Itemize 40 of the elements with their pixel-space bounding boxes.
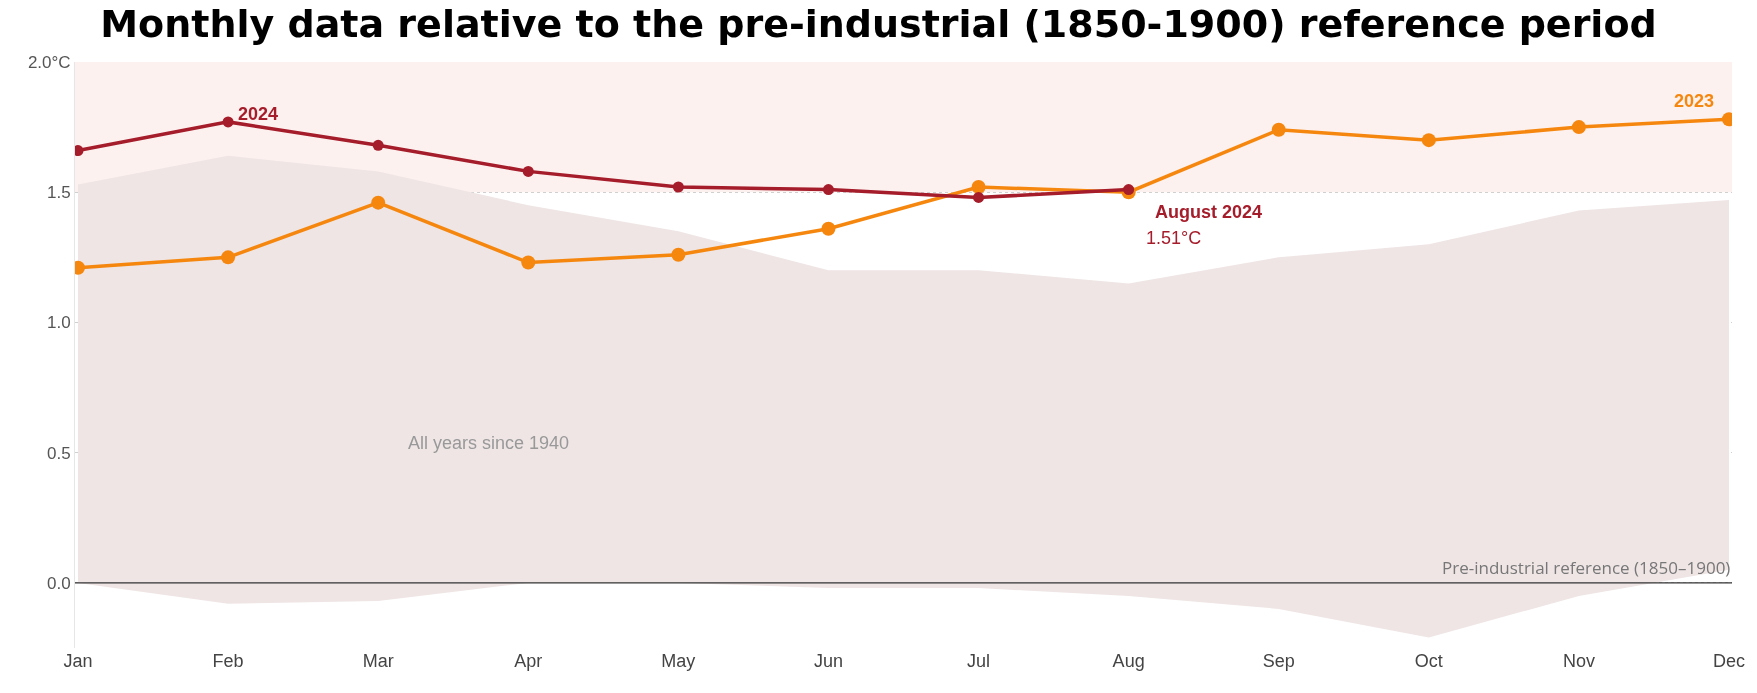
y-tick-label: 0.5 [46,443,71,463]
x-tick-label: May [661,651,696,671]
x-tick-label: Nov [1562,651,1595,671]
point [821,221,836,236]
x-tick-label: Dec [1712,651,1746,671]
point [973,191,985,203]
point [1123,184,1135,196]
point [1421,133,1436,148]
point [971,180,986,194]
point [521,255,536,270]
point [822,184,834,196]
ref-line-label: Pre-industrial reference (1850–1900) [1442,556,1731,579]
annotation: 2023 [1674,91,1715,111]
annotation: 1.51°C [1146,228,1202,248]
point [1571,120,1586,135]
y-tick-label: 2.0°C [27,52,71,72]
annotation: August 2024 [1155,202,1263,222]
point [221,250,236,265]
x-tick-label: Jan [63,651,93,671]
point [672,181,684,193]
x-tick-label: Mar [362,651,394,671]
y-tick-label: 0.0 [46,573,71,593]
x-tick-label: Sep [1262,651,1295,671]
x-tick-label: Aug [1112,651,1145,671]
x-tick-label: Jul [967,651,991,671]
annotation: All years since 1940 [408,433,570,453]
y-tick-label: 1.5 [46,183,71,203]
point [1271,122,1286,137]
point [671,247,686,262]
annotation: 2024 [238,104,279,124]
point [522,165,534,177]
x-tick-label: Oct [1414,651,1443,671]
x-tick-label: Feb [212,651,244,671]
point [222,116,234,128]
y-tick-label: 1.0 [46,313,71,333]
chart-title: Monthly data relative to the pre-industrial (1850-1900) reference period [100,1,1657,46]
point [371,195,386,210]
point [372,139,384,151]
x-tick-label: Jun [813,651,843,671]
x-tick-label: Apr [514,651,543,671]
